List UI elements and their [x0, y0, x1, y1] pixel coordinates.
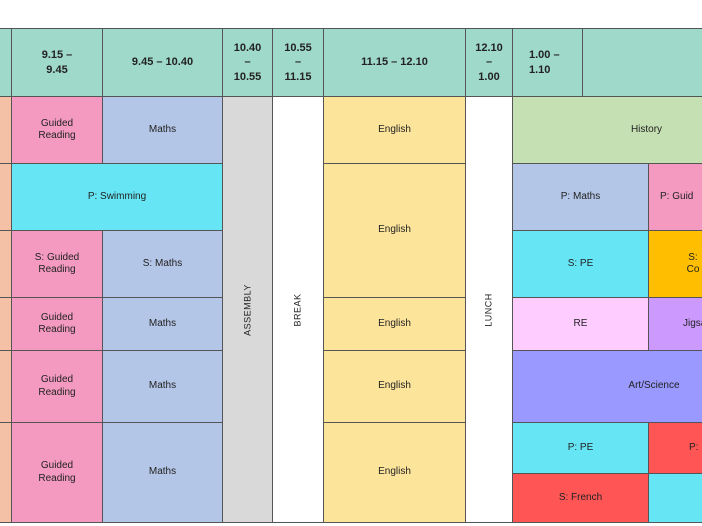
row6-guided-reading: Guided Reading — [11, 422, 103, 523]
row2-p-swimming: P: Swimming — [11, 163, 223, 231]
row2-p-maths: P: Maths — [512, 163, 649, 231]
row5-art-science: Art/Science — [512, 350, 702, 423]
row2-p-guided-reading: P: Guid — [648, 163, 702, 231]
lunch-column: LUNCH — [465, 96, 513, 523]
break-column: BREAK — [272, 96, 324, 523]
row1-guided-reading: Guided Reading — [11, 96, 103, 164]
break-label: BREAK — [292, 292, 303, 327]
row6-english: English — [323, 422, 466, 523]
row6-p-pe: P: PE — [512, 422, 649, 474]
header-time-9-15: 9.15 – 9.45 — [11, 28, 103, 97]
row3-s-maths: S: Maths — [102, 230, 223, 298]
row3-s-computing: S: Co — [648, 230, 702, 298]
row5-maths: Maths — [102, 350, 223, 423]
header-time-next — [582, 28, 702, 97]
row4-english: English — [323, 297, 466, 351]
row1-english: English — [323, 96, 466, 164]
row6-s-french: S: French — [512, 473, 649, 523]
row3-s-guided-reading: S: Guided Reading — [11, 230, 103, 298]
lunch-label: LUNCH — [483, 292, 494, 327]
header-time-10-55: 10.55 – 11.15 — [272, 28, 324, 97]
row5-guided-reading: Guided Reading — [11, 350, 103, 423]
assembly-label: ASSEMBLY — [241, 283, 252, 336]
row4-maths: Maths — [102, 297, 223, 351]
row4-jigsaw: Jigsa — [648, 297, 702, 351]
row4-guided-reading: Guided Reading — [11, 297, 103, 351]
row6-maths: Maths — [102, 422, 223, 523]
row1-maths: Maths — [102, 96, 223, 164]
header-time-10-40: 10.40 – 10.55 — [222, 28, 273, 97]
row3-s-pe: S: PE — [512, 230, 649, 298]
row4-re: RE — [512, 297, 649, 351]
row6-p-other: P: — [648, 422, 702, 474]
row1-history: History — [512, 96, 702, 164]
row5-english: English — [323, 350, 466, 423]
header-time-9-45: 9.45 – 10.40 — [102, 28, 223, 97]
row2-3-english: English — [323, 163, 466, 298]
assembly-column: ASSEMBLY — [222, 96, 273, 523]
header-time-1-00: 1.00 – 1.10 — [512, 28, 583, 97]
row6-s-other — [648, 473, 702, 523]
header-time-12-10: 12.10 – 1.00 — [465, 28, 513, 97]
header-time-11-15: 11.15 – 12.10 — [323, 28, 466, 97]
